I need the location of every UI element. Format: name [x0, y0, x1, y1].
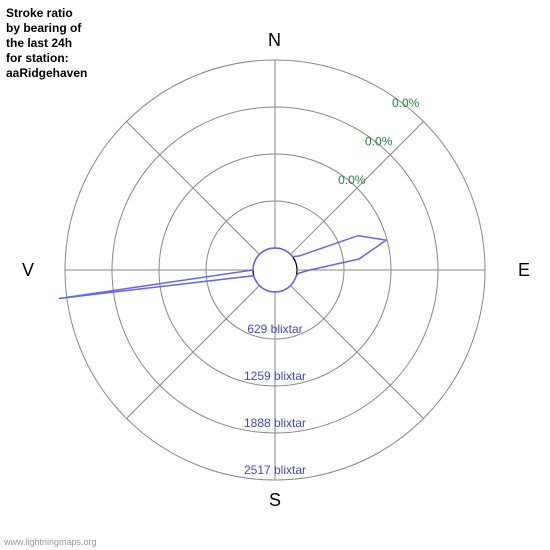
svg-text:1259 blixtar: 1259 blixtar — [244, 369, 306, 383]
svg-text:2517 blixtar: 2517 blixtar — [244, 463, 306, 477]
svg-text:0.0%: 0.0% — [338, 173, 366, 187]
polar-chart: 629 blixtar 1259 blixtar 1888 blixtar 2517 … — [0, 0, 550, 550]
chart-title: Stroke ratio by bearing of the last 24h … — [6, 6, 87, 81]
compass-w: V — [22, 260, 34, 281]
svg-text:0.0%: 0.0% — [392, 96, 420, 110]
footer-source: www.lightningmaps.org — [4, 537, 97, 547]
svg-text:1888 blixtar: 1888 blixtar — [244, 416, 306, 430]
compass-s: S — [269, 490, 281, 511]
svg-text:629 blixtar: 629 blixtar — [247, 322, 302, 336]
compass-e: E — [518, 260, 530, 281]
svg-text:0.0%: 0.0% — [365, 134, 393, 148]
compass-n: N — [268, 30, 281, 51]
